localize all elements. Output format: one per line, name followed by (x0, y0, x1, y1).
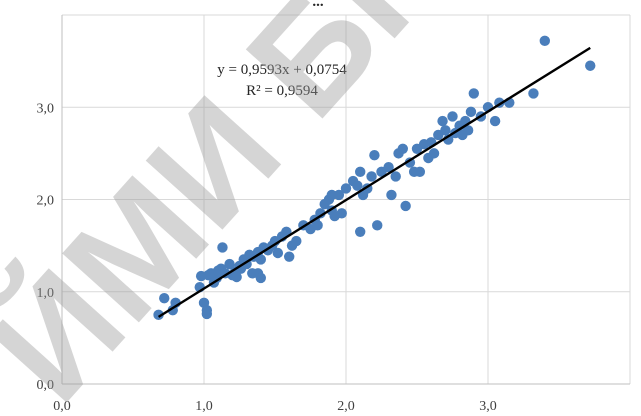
x-tick-label: 0,0 (53, 399, 71, 414)
data-point (315, 208, 326, 219)
chart-title: ... (312, 0, 324, 10)
data-point (489, 115, 501, 127)
data-point (340, 183, 352, 194)
data-point (539, 35, 550, 47)
data-points (153, 35, 596, 321)
data-point (369, 150, 380, 161)
data-point (255, 254, 266, 265)
data-point (352, 180, 363, 191)
trendline (157, 46, 591, 318)
data-point (585, 60, 596, 71)
data-point (355, 166, 366, 178)
y-tick-label: 2,0 (37, 194, 55, 209)
data-point (440, 125, 451, 136)
data-point (372, 220, 383, 231)
data-point (217, 242, 228, 253)
data-point (201, 308, 213, 320)
data-point (355, 226, 366, 237)
data-point (284, 251, 295, 262)
data-point (447, 111, 458, 122)
data-point (468, 88, 479, 99)
x-tick-label: 2,0 (337, 399, 355, 414)
data-point (383, 162, 394, 173)
data-point (336, 208, 347, 219)
data-point (437, 115, 448, 127)
data-point (291, 235, 302, 247)
data-point (465, 106, 477, 118)
x-tick-label: 3,0 (479, 399, 497, 414)
trendline-equation: y = 0,9593x + 0,0754 (217, 62, 347, 78)
trendline-group (157, 46, 591, 318)
data-point (462, 125, 474, 136)
y-tick-label: 1,0 (37, 286, 55, 301)
data-point (428, 148, 440, 159)
x-tick-label: 1,0 (195, 399, 213, 414)
y-tick-label: 0,0 (37, 378, 55, 393)
data-point (312, 220, 323, 231)
y-tick-label: 3,0 (37, 101, 55, 116)
data-point (386, 189, 397, 201)
data-point (224, 258, 235, 270)
data-point (397, 143, 408, 154)
data-point (333, 189, 345, 201)
data-point (528, 88, 539, 99)
data-point (366, 171, 377, 182)
data-point (153, 309, 164, 321)
data-point (231, 271, 242, 283)
tick-labels: 0,0 1,0 2,0 3,0 0,0 1,0 2,0 3,0 (37, 101, 497, 414)
data-point (414, 166, 426, 178)
data-point (255, 272, 266, 284)
axes (61, 15, 630, 385)
data-point (159, 293, 170, 304)
data-point (390, 171, 401, 182)
data-point (272, 247, 284, 259)
r-squared-label: R² = 0,9594 (246, 83, 318, 99)
data-point (400, 200, 411, 212)
